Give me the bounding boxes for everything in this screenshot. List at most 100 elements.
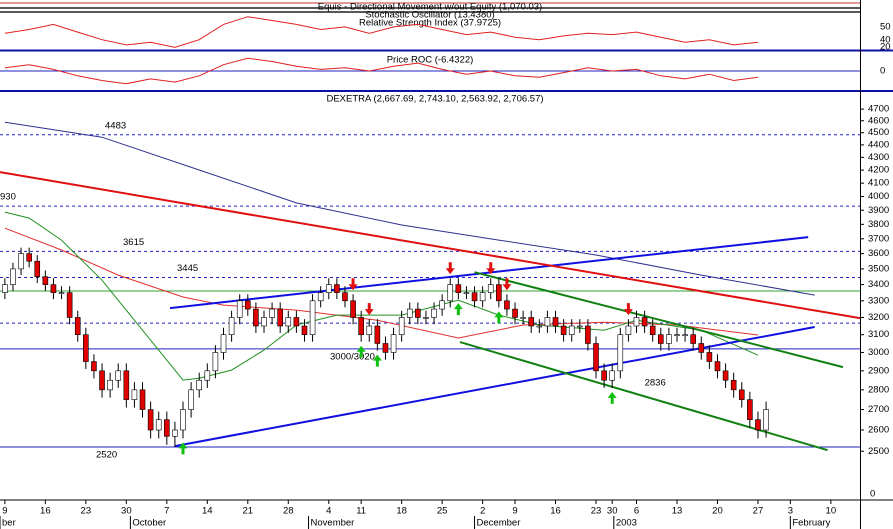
candle-body bbox=[504, 300, 510, 310]
x-tick-label: 16 bbox=[550, 506, 561, 517]
sell-arrow bbox=[502, 278, 512, 291]
candle-body bbox=[617, 334, 624, 372]
candle-body bbox=[666, 334, 672, 344]
x-tick-label: 4 bbox=[326, 506, 331, 517]
buy-arrow bbox=[494, 311, 504, 324]
indicator-title: Stochastic Oscillator (13.4380) bbox=[365, 10, 494, 21]
x-tick-label: 9 bbox=[2, 506, 7, 517]
candle-body bbox=[415, 308, 421, 318]
candle-body bbox=[50, 284, 57, 293]
x-tick-label: 7 bbox=[164, 506, 169, 517]
candle-body bbox=[342, 292, 348, 302]
level-label: 2520 bbox=[96, 449, 117, 460]
candle-body bbox=[269, 308, 275, 318]
candle-body bbox=[706, 352, 713, 362]
candle-body bbox=[657, 334, 664, 344]
candle-body bbox=[334, 284, 340, 293]
candle-body bbox=[18, 253, 24, 270]
candle-body bbox=[471, 292, 478, 302]
x-tick-label: 21 bbox=[243, 506, 254, 517]
candle-body bbox=[601, 370, 607, 381]
indicator-title: Price ROC (-6.4322) bbox=[387, 55, 474, 66]
candle-body bbox=[641, 317, 648, 327]
candle-body bbox=[755, 419, 761, 431]
indicator-title: Equis - Directional Movement w/out Equit… bbox=[318, 2, 542, 13]
level-label: 3000/3020 bbox=[330, 351, 375, 362]
candle-body bbox=[496, 284, 502, 302]
candle-body bbox=[83, 334, 89, 362]
x-tick-label: 2 bbox=[480, 506, 485, 517]
candle-body bbox=[698, 343, 705, 353]
candle-body bbox=[196, 379, 203, 391]
candle-body bbox=[763, 409, 769, 431]
candle-body bbox=[325, 284, 332, 293]
x-tick-label: 20 bbox=[712, 506, 723, 517]
candle-body bbox=[99, 370, 105, 391]
y-tick-label: 2900 bbox=[868, 365, 889, 376]
candle-body bbox=[244, 300, 251, 310]
y-tick-label: 3700 bbox=[868, 233, 889, 244]
candle-body bbox=[455, 284, 462, 293]
candle-body bbox=[147, 409, 154, 431]
x-tick-label: 23 bbox=[81, 506, 92, 517]
candle-body bbox=[406, 308, 413, 318]
indicator-title: Relative Strength Index (37.9725) bbox=[359, 18, 501, 29]
candle-body bbox=[374, 325, 381, 344]
x-tick-label: 10 bbox=[826, 506, 837, 517]
candle-body bbox=[585, 325, 591, 344]
y-tick-label: 3000 bbox=[868, 347, 889, 358]
x-tick-label: 27 bbox=[753, 506, 764, 517]
moving-average bbox=[4, 121, 815, 296]
candle-body bbox=[536, 325, 543, 328]
candle-body bbox=[520, 317, 526, 319]
candle-body bbox=[544, 317, 551, 327]
candle-body bbox=[730, 379, 737, 391]
candle-body bbox=[115, 370, 122, 381]
candle-body bbox=[423, 317, 429, 319]
y-tick-label: 3400 bbox=[868, 279, 889, 290]
candle-body bbox=[512, 308, 518, 318]
candle-body bbox=[690, 334, 696, 344]
candle-body bbox=[366, 325, 373, 335]
trendline bbox=[174, 326, 815, 448]
x-tick-label: 14 bbox=[202, 506, 213, 517]
candle-body bbox=[747, 399, 753, 420]
x-tick-label: 30 bbox=[121, 506, 132, 517]
y-tick-label: 40 bbox=[880, 34, 891, 45]
y-tick-label: 4600 bbox=[868, 115, 889, 126]
x-tick-label: 18 bbox=[396, 506, 407, 517]
y-tick-label: 4300 bbox=[868, 152, 889, 163]
sell-arrow bbox=[445, 262, 455, 275]
x-tick-label: 30 bbox=[607, 506, 618, 517]
candle-body bbox=[180, 409, 186, 431]
candle-body bbox=[164, 419, 170, 437]
candle-body bbox=[293, 317, 300, 327]
candle-body bbox=[123, 370, 130, 400]
candle-body bbox=[34, 260, 41, 278]
volume-axis-label: 0 bbox=[870, 489, 875, 500]
month-label: December bbox=[477, 518, 521, 529]
candle-body bbox=[261, 317, 267, 327]
candle-body bbox=[10, 268, 16, 285]
candle-body bbox=[285, 317, 292, 327]
sell-arrow bbox=[623, 303, 633, 316]
candle-body bbox=[560, 325, 567, 335]
y-tick-label: 3500 bbox=[868, 263, 889, 274]
candle-body bbox=[212, 352, 219, 372]
candle-body bbox=[479, 292, 486, 302]
x-tick-label: 9 bbox=[512, 506, 517, 517]
indicator-line bbox=[4, 57, 759, 85]
x-tick-label: 11 bbox=[356, 506, 366, 517]
trendline bbox=[0, 171, 861, 320]
y-tick-label: 2700 bbox=[868, 404, 889, 415]
candle-body bbox=[358, 317, 364, 335]
candle-body bbox=[682, 334, 688, 336]
x-tick-label: 6 bbox=[634, 506, 639, 517]
candle-body bbox=[350, 300, 356, 318]
candle-body bbox=[577, 325, 583, 328]
candle-body bbox=[390, 334, 397, 353]
sell-arrow bbox=[348, 278, 358, 291]
y-tick-label: 4000 bbox=[868, 191, 889, 202]
buy-arrow bbox=[356, 345, 366, 358]
